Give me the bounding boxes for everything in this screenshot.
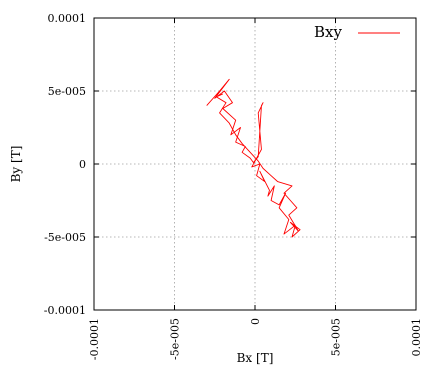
series-layer: [206, 78, 301, 238]
legend: Bxy: [314, 23, 400, 41]
axis-ticks: -0.0001 -5e-005 0 5e-005 0.0001 -0.0001 -5e-00…: [44, 12, 422, 360]
y-tick-label: 5e-005: [48, 85, 86, 98]
y-tick-label: -5e-005: [44, 231, 86, 244]
x-tick-label: -5e-005: [169, 318, 182, 360]
x-axis-label: Bx [T]: [237, 351, 274, 365]
x-tick-label: 5e-005: [330, 318, 343, 356]
x-tick-label: 0.0001: [410, 318, 422, 357]
grid: [94, 18, 416, 310]
y-tick-label: 0: [79, 158, 86, 171]
x-tick-label: -0.0001: [88, 318, 101, 360]
legend-label-bxy: Bxy: [314, 23, 342, 41]
y-axis-label: By [T]: [9, 146, 23, 183]
y-tick-label: 0.0001: [48, 12, 87, 25]
x-tick-label: 0: [249, 318, 262, 325]
y-tick-label: -0.0001: [44, 304, 86, 317]
series-line-bxy: [206, 78, 301, 238]
